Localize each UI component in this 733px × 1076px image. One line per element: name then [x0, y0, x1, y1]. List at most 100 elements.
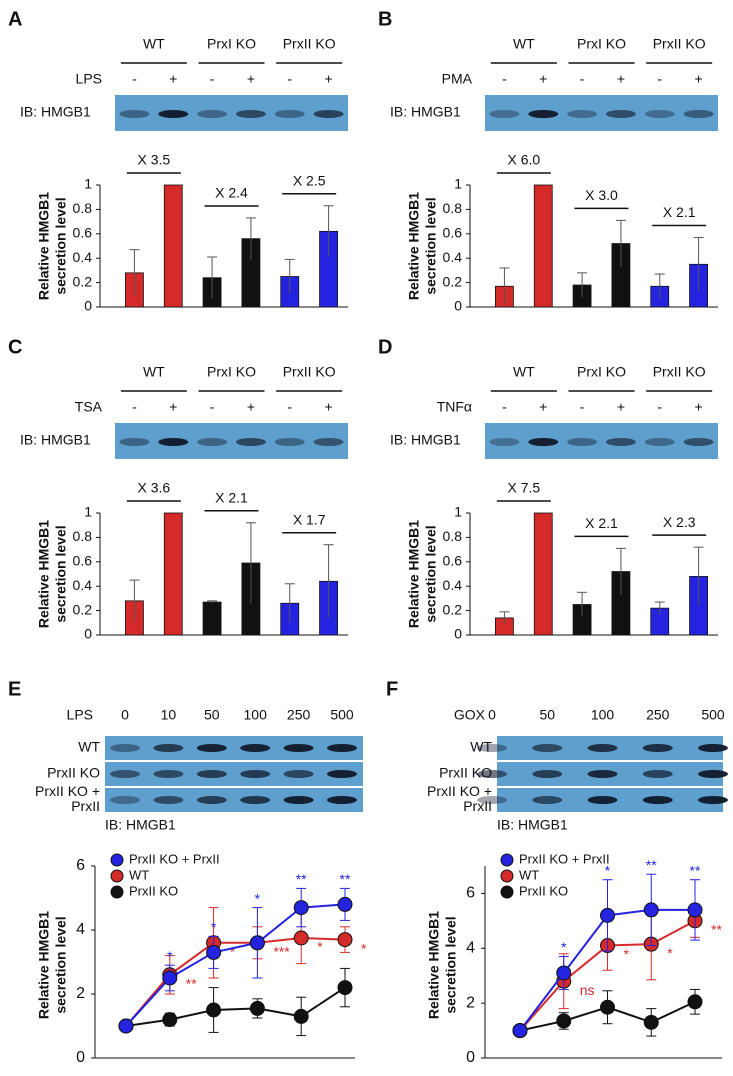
fold-label: X 2.4: [215, 185, 248, 201]
series-line: [125, 986, 346, 1027]
legend-marker: [500, 869, 514, 883]
category-label: 0: [488, 707, 496, 723]
blot-label: IB: HMGB1: [20, 432, 91, 448]
legend-label: PrxII KO: [519, 883, 568, 898]
blot: [485, 95, 718, 131]
data-point: [337, 980, 353, 996]
significance-label: *: [667, 945, 673, 961]
blot-band: [587, 744, 618, 752]
category-label: 500: [330, 707, 354, 723]
treatment-sign: -: [132, 71, 137, 87]
data-point: [162, 970, 178, 986]
y-axis-label: Relative HMGB1: [406, 520, 422, 628]
blot-band: [587, 796, 618, 804]
y-axis-label: secretion level: [53, 525, 69, 622]
blot-band: [283, 796, 314, 804]
treatment-sign: -: [580, 399, 585, 415]
blot-band: [532, 744, 563, 752]
data-point: [643, 902, 659, 918]
y-tick-label: 0.4: [443, 577, 463, 593]
blot-band: [283, 744, 314, 752]
blot-band: [235, 438, 266, 446]
treatment-sign: +: [617, 71, 625, 87]
blot-band: [283, 770, 314, 778]
bar: [202, 601, 222, 636]
blot-band: [567, 110, 598, 118]
group-label: PrxI KO: [577, 36, 626, 52]
legend-marker: [500, 885, 514, 899]
significance-label: *: [605, 862, 611, 878]
y-tick-label: 0: [454, 298, 462, 314]
y-tick-label: 0.4: [73, 249, 93, 265]
y-tick-label: 0.2: [443, 601, 463, 617]
panel-label: D: [378, 336, 392, 358]
blot-band: [197, 110, 228, 118]
category-label: 100: [591, 707, 615, 723]
y-tick-label: 0.6: [73, 553, 93, 569]
y-tick-label: 1: [84, 504, 92, 520]
y-tick-label: 2: [76, 985, 85, 1002]
treatment-sign: +: [169, 399, 177, 415]
significance-label: *: [317, 939, 323, 955]
treatment-sign: +: [694, 71, 702, 87]
fold-label: X 2.3: [663, 514, 696, 530]
blot-row-label: WT: [470, 739, 492, 755]
y-tick-label: 0.8: [443, 528, 463, 544]
blot-band: [642, 770, 673, 778]
y-tick-label: 2: [466, 994, 475, 1011]
treatment-sign: -: [132, 399, 137, 415]
y-tick-label: 0.4: [73, 577, 93, 593]
blot-band: [196, 796, 227, 804]
fold-label: X 3.0: [585, 187, 618, 203]
blot-band: [489, 438, 520, 446]
data-point: [337, 932, 353, 948]
blot-band: [110, 796, 140, 804]
blot-label: IB: HMGB1: [20, 104, 91, 120]
blot-band: [532, 796, 563, 804]
blot-band: [605, 110, 636, 118]
data-point: [556, 1013, 572, 1029]
significance-label: **: [186, 976, 197, 992]
fold-label: X 2.1: [215, 489, 248, 505]
blot-band: [528, 110, 559, 118]
data-point: [512, 1023, 528, 1039]
bar: [163, 512, 183, 636]
blot-band: [477, 796, 507, 804]
treatment-label: PMA: [442, 71, 473, 87]
data-point: [600, 999, 615, 1015]
legend-marker: [110, 853, 124, 867]
treatment-sign: -: [287, 399, 292, 415]
blot-band: [698, 744, 728, 752]
y-tick-label: 4: [76, 921, 85, 938]
blot-band: [605, 438, 636, 446]
blot-band: [274, 438, 305, 446]
category-label: 250: [287, 707, 311, 723]
significance-label: **: [646, 857, 657, 873]
group-label: PrxI KO: [207, 36, 256, 52]
treatment-sign: +: [539, 399, 547, 415]
blot-band: [240, 796, 271, 804]
group-label: PrxI KO: [577, 364, 626, 380]
treatment-sign: -: [210, 399, 215, 415]
treatment-sign: -: [210, 71, 215, 87]
blot-label: IB: HMGB1: [497, 817, 568, 833]
fold-label: X 6.0: [507, 152, 540, 168]
y-axis-label: secretion level: [423, 525, 439, 622]
significance-label: ns: [580, 982, 595, 998]
blot-band: [110, 744, 140, 752]
treatment-sign: -: [657, 399, 662, 415]
treatment-sign: -: [287, 71, 292, 87]
blot-band: [153, 796, 184, 804]
category-label: 500: [701, 707, 725, 723]
legend-marker: [110, 869, 124, 883]
blot-band: [327, 770, 357, 778]
category-label: 100: [244, 707, 268, 723]
y-tick-label: 0.2: [73, 273, 93, 289]
blot: [485, 423, 718, 459]
legend-label: PrxII KO + PrxII: [129, 851, 220, 866]
data-point: [687, 902, 703, 918]
y-tick-label: 0.8: [443, 200, 463, 216]
data-point: [556, 965, 572, 981]
group-label: WT: [513, 36, 535, 52]
data-point: [293, 900, 309, 916]
